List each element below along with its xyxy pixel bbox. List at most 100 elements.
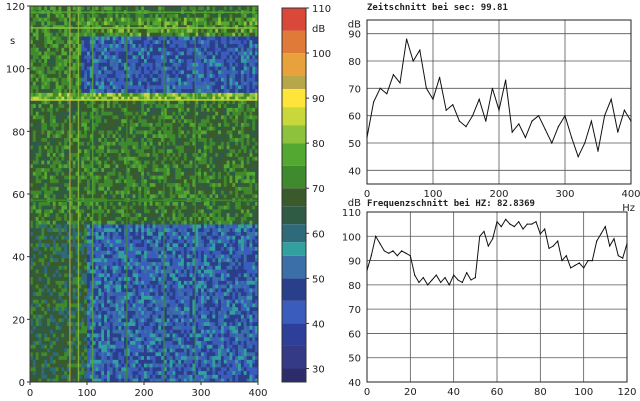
spectrogram-cell [132, 359, 136, 364]
spectrogram-cell [61, 216, 65, 221]
spectrogram-cell [30, 21, 34, 26]
spectrogram-cell [95, 21, 99, 26]
spectrogram-cell [38, 265, 42, 270]
spectrogram-cell [144, 231, 148, 236]
spectrogram-cell [89, 272, 94, 278]
spectrogram-cell [49, 205, 54, 210]
spectrogram-cell [166, 145, 171, 150]
spectrogram-cell [78, 126, 82, 131]
spectrogram-cell [38, 336, 42, 342]
spectrogram-cell [58, 318, 62, 323]
spectrogram-cell [163, 366, 168, 372]
spectrogram-cell [106, 239, 111, 244]
spectrogram-cell [78, 261, 82, 266]
spectrogram-cell [41, 190, 45, 195]
spectrogram-cell [109, 171, 114, 176]
spectrogram-cell [87, 88, 91, 93]
spectrogram-cell [129, 201, 133, 206]
spectrogram-cell [155, 303, 159, 308]
spectrogram-cell [124, 239, 128, 244]
spectrogram-cell [30, 224, 34, 229]
spectrogram-cell [69, 84, 74, 90]
spectrogram-cell [129, 137, 133, 142]
spectrogram-cell [89, 36, 94, 41]
spectrogram-cell [101, 231, 105, 236]
spectrogram-cell [75, 171, 79, 176]
spectrogram-cell [69, 141, 74, 146]
spectrogram-cell [61, 261, 65, 266]
spectrogram-cell [135, 43, 139, 48]
spectrogram-cell [135, 186, 139, 191]
spectrogram-cell [141, 250, 145, 255]
spectrogram-cell [52, 133, 57, 138]
spectrogram-cell [52, 242, 57, 248]
spectrogram-cell [55, 103, 59, 108]
spectrogram-cell [95, 348, 99, 353]
spectrogram-cell [109, 66, 114, 71]
spectrogram-cell [52, 359, 57, 364]
spectrogram-cell [163, 171, 168, 176]
spectrogram-cell [112, 178, 116, 184]
spectrogram-cell [61, 167, 65, 172]
spectrogram-cell [126, 13, 131, 18]
spectrogram-cell [81, 182, 85, 187]
spectrogram-cell [58, 111, 62, 116]
spectrogram-cell [115, 54, 119, 60]
spectrogram-cell [30, 370, 34, 375]
spectrogram-cell [121, 336, 125, 342]
spectrogram-cell [129, 310, 133, 315]
spectrogram-cell [89, 201, 94, 206]
spectrogram-cell [118, 167, 122, 172]
spectrogram-cell [126, 374, 131, 379]
spectrogram-cell [124, 272, 128, 278]
spectrogram-cell [115, 186, 119, 191]
spectrogram-cell [38, 378, 42, 383]
spectrogram-cell [129, 171, 133, 176]
spectrogram-cell [87, 239, 91, 244]
spectrogram-cell [32, 96, 37, 101]
spectrogram-cell [30, 351, 34, 357]
spectrogram-cell [124, 122, 128, 127]
spectrogram-cell [49, 276, 54, 281]
spectrogram-cell [55, 88, 59, 93]
spectrogram-cell [144, 178, 148, 184]
spectrogram-cell [75, 17, 79, 22]
spectrogram-cell [72, 216, 76, 221]
spectrogram-cell [118, 28, 122, 33]
spectrogram-cell [72, 122, 76, 127]
spectrogram-cell [52, 6, 57, 11]
spectrogram-cell [124, 156, 128, 161]
spectrogram-cell [104, 107, 108, 112]
spectrogram-cell [144, 269, 148, 274]
spectrogram-cell [72, 209, 76, 214]
spectrogram-cell [38, 254, 42, 259]
spectrogram-cell [135, 73, 139, 78]
spectrogram-cell [92, 39, 96, 44]
spectrogram-cell [163, 291, 168, 296]
spectrogram-cell [58, 370, 62, 375]
spectrogram-cell [38, 96, 42, 101]
spectrogram-cell [135, 269, 139, 274]
spectrogram-cell [41, 6, 45, 11]
spectrogram-cell [38, 51, 42, 56]
spectrogram-cell [92, 284, 96, 289]
spectrogram-cell [169, 224, 173, 229]
spectrogram-cell [144, 77, 148, 82]
spectrogram-cell [81, 205, 85, 210]
spectrogram-cell [32, 374, 37, 379]
spectrogram-cell [166, 250, 171, 255]
spectrogram-cell [61, 118, 65, 123]
spectrogram-cell [81, 242, 85, 248]
spectrogram-cell [109, 175, 114, 180]
spectrogram-cell [52, 21, 57, 26]
spectrogram-cell [158, 366, 162, 372]
spectrogram-cell [138, 201, 142, 206]
spectrogram-cell [49, 310, 54, 315]
spectrogram-cell [104, 227, 108, 232]
spectrogram-cell [78, 321, 82, 326]
spectrogram-cell [141, 374, 145, 379]
spectrogram-cell [138, 348, 142, 353]
spectrogram-cell [67, 190, 71, 195]
spectrogram-cell [44, 175, 48, 180]
spectrogram-cell [109, 306, 114, 311]
